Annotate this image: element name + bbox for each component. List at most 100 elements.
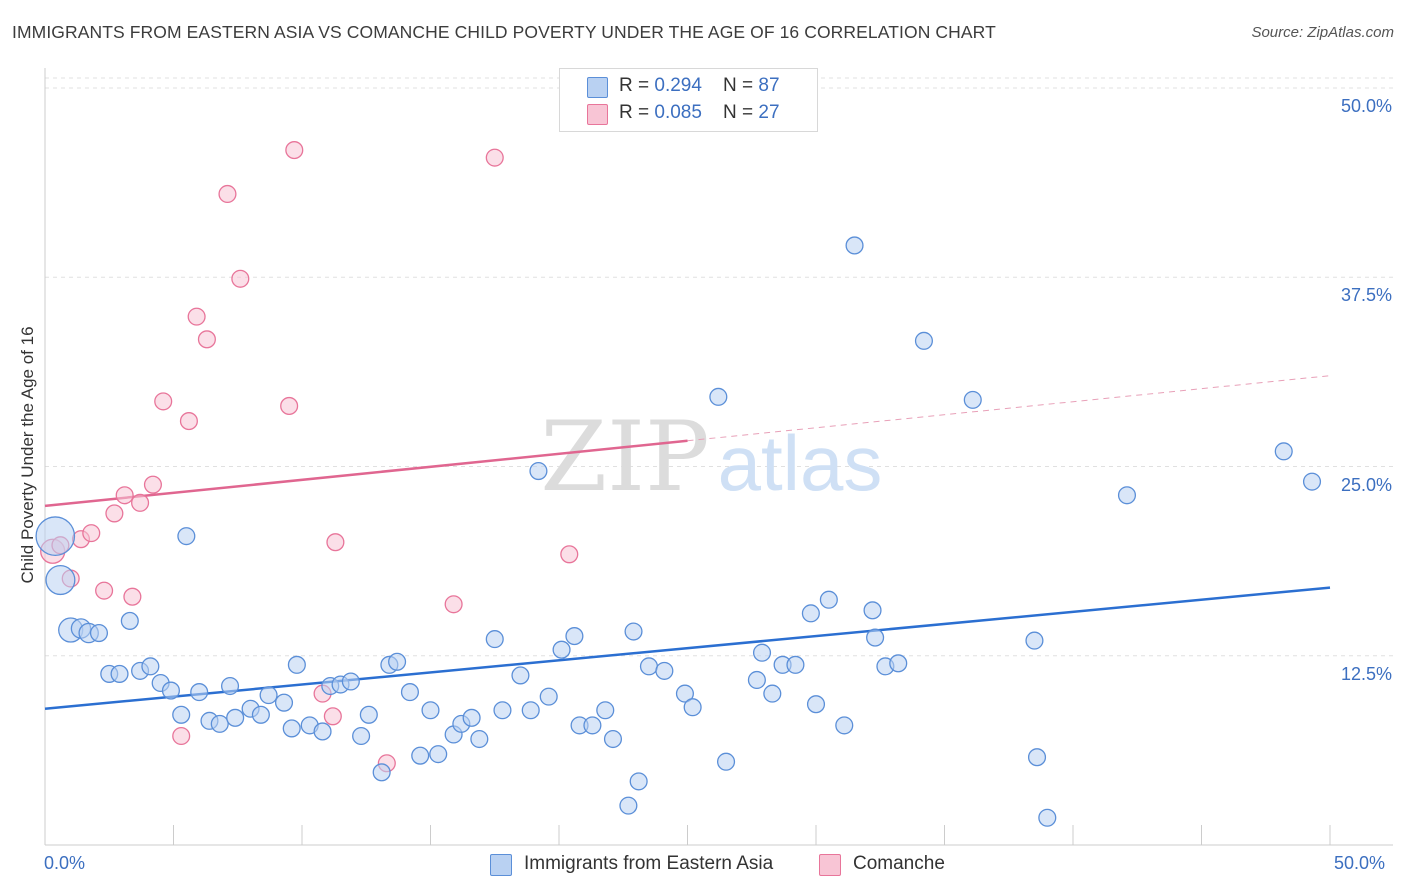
data-point-comanche <box>280 396 299 415</box>
data-point-comanche <box>326 533 345 552</box>
data-point-eastern-asia <box>629 772 648 791</box>
data-point-eastern-asia <box>529 461 548 481</box>
data-point-eastern-asia <box>752 643 772 662</box>
data-point-comanche <box>123 587 142 606</box>
data-point-eastern-asia <box>963 390 982 409</box>
data-point-eastern-asia <box>619 796 638 815</box>
data-point-comanche <box>187 307 206 326</box>
data-point-comanche <box>82 524 101 543</box>
x-tick-label-max: 50.0% <box>1334 853 1386 873</box>
data-point-comanche <box>285 141 304 160</box>
data-point-eastern-asia <box>521 701 540 720</box>
data-point-eastern-asia <box>352 726 371 746</box>
data-point-comanche <box>95 581 114 600</box>
data-point-eastern-asia <box>1027 748 1047 767</box>
data-point-comanche <box>115 486 134 505</box>
legend-r-label: R = <box>619 75 655 96</box>
legend-n-value: 87 <box>758 75 780 96</box>
data-point-eastern-asia <box>583 716 602 735</box>
data-point-eastern-asia <box>485 630 504 649</box>
data-point-eastern-asia <box>655 661 674 680</box>
data-point-eastern-asia <box>287 655 306 674</box>
data-point-eastern-asia <box>35 516 76 556</box>
y-tick-label: 25.0% <box>1340 474 1392 495</box>
watermark: ZIP atlas <box>540 401 882 513</box>
data-point-comanche <box>560 545 579 564</box>
y-tick-label: 50.0% <box>1340 96 1392 116</box>
watermark-atlas: atlas <box>718 419 883 507</box>
data-point-eastern-asia <box>552 640 571 659</box>
data-point-eastern-asia <box>889 654 908 673</box>
points-eastern-asia <box>35 236 1322 827</box>
data-point-eastern-asia <box>866 628 885 647</box>
y-tick-label: 12.5% <box>1340 663 1392 684</box>
data-point-eastern-asia <box>141 657 160 676</box>
data-point-comanche <box>231 269 250 288</box>
watermark-zip: ZIP <box>540 401 709 513</box>
data-point-eastern-asia <box>190 683 209 702</box>
data-point-eastern-asia <box>624 622 643 641</box>
legend-n-label: N = <box>723 102 759 123</box>
data-point-eastern-asia <box>1117 486 1137 505</box>
data-point-eastern-asia <box>161 681 180 700</box>
data-point-eastern-asia <box>835 716 854 735</box>
data-point-comanche <box>154 392 173 411</box>
y-tick-label: 37.5% <box>1340 285 1392 306</box>
data-point-eastern-asia <box>341 672 360 691</box>
x-tick-label-min: 0.0% <box>44 853 86 873</box>
trend-line-comanche <box>44 439 688 508</box>
data-point-eastern-asia <box>177 527 196 546</box>
y-axis-label: Child Poverty Under the Age of 16 <box>18 326 37 584</box>
legend-r-label: R = <box>619 102 655 123</box>
data-point-eastern-asia <box>716 752 736 771</box>
legend-r-value: 0.085 <box>654 102 702 123</box>
data-point-eastern-asia <box>313 722 332 741</box>
chart-title: IMMIGRANTS FROM EASTERN ASIA VS COMANCHE… <box>12 22 996 42</box>
data-point-eastern-asia <box>89 623 109 643</box>
data-point-eastern-asia <box>462 708 481 727</box>
data-point-comanche <box>179 412 198 431</box>
data-point-eastern-asia <box>863 601 882 620</box>
data-point-comanche <box>105 504 124 523</box>
legend-swatch-pink <box>587 104 608 125</box>
legend-swatch-blue <box>587 77 608 98</box>
axes <box>44 68 1393 846</box>
data-point-comanche <box>485 148 504 167</box>
data-point-eastern-asia <box>226 708 245 727</box>
source-credit: Source: ZipAtlas.com <box>1251 24 1394 41</box>
data-point-comanche <box>172 726 191 746</box>
data-point-eastern-asia <box>172 705 191 724</box>
data-point-eastern-asia <box>596 701 615 720</box>
data-point-eastern-asia <box>845 236 864 255</box>
data-point-eastern-asia <box>429 745 448 764</box>
data-point-eastern-asia <box>251 705 270 724</box>
data-point-eastern-asia <box>1274 442 1293 461</box>
data-point-eastern-asia <box>274 693 294 712</box>
legend-r-value: 0.294 <box>654 75 702 96</box>
data-point-comanche <box>197 330 216 349</box>
data-point-eastern-asia <box>359 705 378 724</box>
legend-n-label: N = <box>723 75 759 96</box>
data-point-eastern-asia <box>1038 808 1057 827</box>
data-point-eastern-asia <box>763 684 782 703</box>
data-point-comanche <box>143 475 162 494</box>
data-point-comanche <box>131 493 150 512</box>
data-point-eastern-asia <box>1302 472 1322 491</box>
data-point-eastern-asia <box>110 664 129 683</box>
data-point-eastern-asia <box>786 655 805 674</box>
trend-line-eastern-asia <box>44 586 1331 710</box>
data-point-eastern-asia <box>411 746 430 765</box>
gridlines <box>45 77 1393 657</box>
legend-swatch-blue <box>490 854 512 876</box>
data-point-eastern-asia <box>210 714 229 733</box>
data-point-eastern-asia <box>709 387 728 406</box>
data-point-eastern-asia <box>683 698 702 717</box>
data-point-eastern-asia <box>511 666 530 685</box>
data-point-eastern-asia <box>421 701 440 720</box>
stats-legend: R = 0.294 N = 87 R = 0.085 N = 27 <box>559 68 818 132</box>
data-point-eastern-asia <box>801 604 820 623</box>
data-point-eastern-asia <box>1025 631 1044 650</box>
data-point-eastern-asia <box>259 686 278 705</box>
data-point-eastern-asia <box>675 684 694 703</box>
